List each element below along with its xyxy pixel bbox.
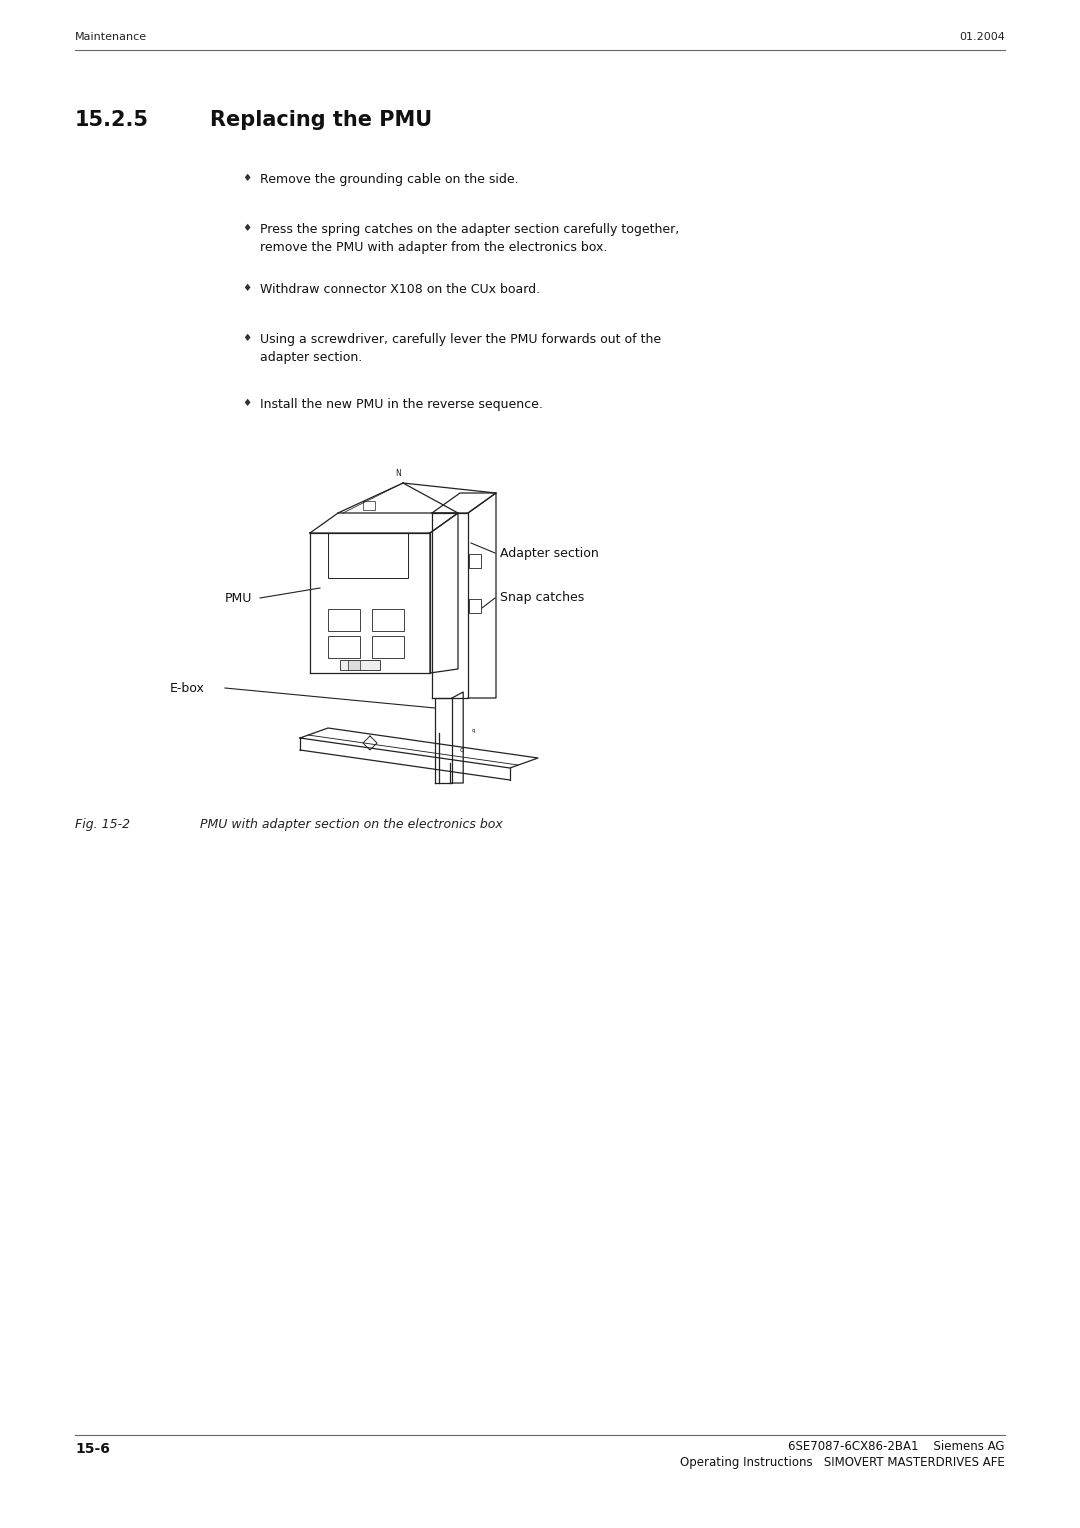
Text: Press the spring catches on the adapter section carefully together,
remove the P: Press the spring catches on the adapter …: [260, 223, 679, 254]
Text: 15.2.5: 15.2.5: [75, 110, 149, 130]
Text: ♦: ♦: [242, 397, 252, 408]
Text: Install the new PMU in the reverse sequence.: Install the new PMU in the reverse seque…: [260, 397, 543, 411]
Text: Replacing the PMU: Replacing the PMU: [210, 110, 432, 130]
Bar: [348, 660, 360, 669]
Text: ♦: ♦: [242, 283, 252, 293]
Text: 01.2004: 01.2004: [959, 32, 1005, 41]
Text: ♦: ♦: [242, 173, 252, 183]
Text: Operating Instructions   SIMOVERT MASTERDRIVES AFE: Operating Instructions SIMOVERT MASTERDR…: [680, 1456, 1005, 1468]
Text: Snap catches: Snap catches: [500, 591, 584, 605]
Text: Remove the grounding cable on the side.: Remove the grounding cable on the side.: [260, 173, 518, 186]
Bar: [469, 599, 481, 613]
Bar: [328, 610, 360, 631]
Text: Maintenance: Maintenance: [75, 32, 147, 41]
Text: PMU: PMU: [225, 591, 253, 605]
Text: q: q: [460, 747, 464, 753]
Bar: [372, 610, 404, 631]
Bar: [328, 636, 360, 659]
Bar: [340, 660, 380, 669]
Text: 6SE7087-6CX86-2BA1    Siemens AG: 6SE7087-6CX86-2BA1 Siemens AG: [788, 1439, 1005, 1453]
Bar: [372, 636, 404, 659]
Text: 15-6: 15-6: [75, 1442, 110, 1456]
Text: Fig. 15-2: Fig. 15-2: [75, 817, 130, 831]
Bar: [469, 555, 481, 568]
Text: q: q: [472, 727, 475, 733]
Text: ♦: ♦: [242, 223, 252, 232]
Bar: [363, 501, 375, 510]
Text: ♦: ♦: [242, 333, 252, 342]
Text: N: N: [395, 469, 401, 478]
Text: Withdraw connector X108 on the CUx board.: Withdraw connector X108 on the CUx board…: [260, 283, 540, 296]
Text: E-box: E-box: [170, 681, 205, 695]
Text: PMU with adapter section on the electronics box: PMU with adapter section on the electron…: [200, 817, 503, 831]
Bar: [328, 533, 408, 578]
Text: Using a screwdriver, carefully lever the PMU forwards out of the
adapter section: Using a screwdriver, carefully lever the…: [260, 333, 661, 364]
Text: Adapter section: Adapter section: [500, 547, 598, 559]
